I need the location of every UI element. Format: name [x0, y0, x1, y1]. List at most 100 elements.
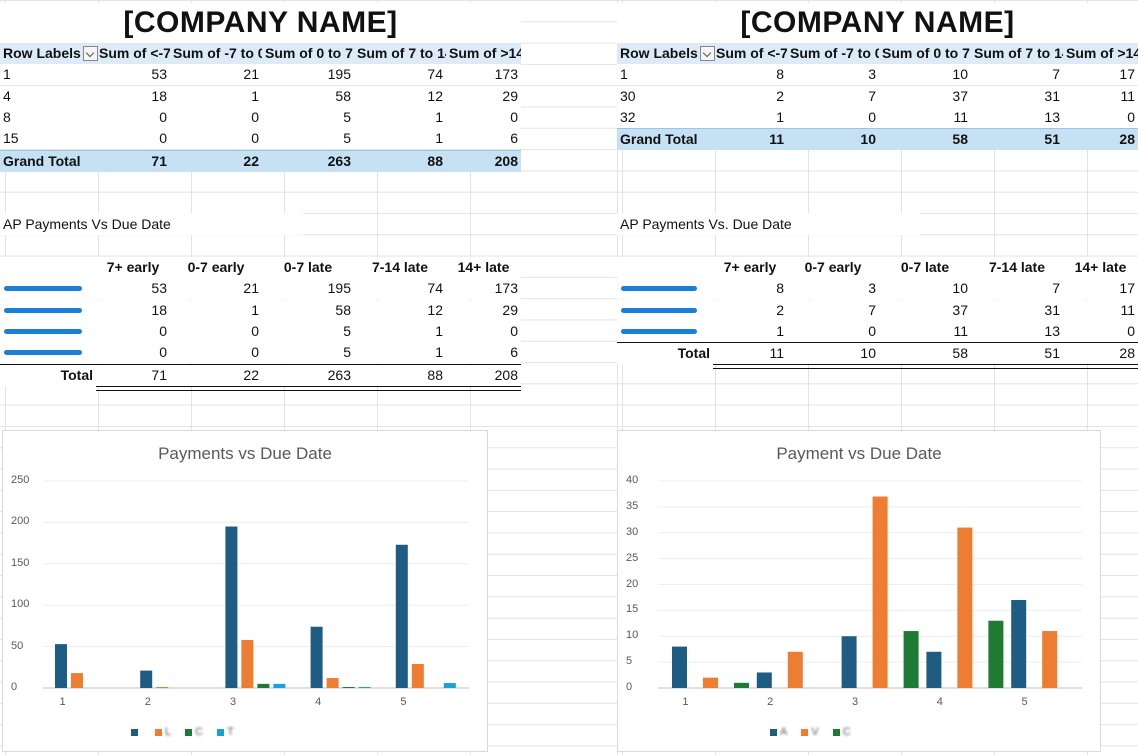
legend-swatch [217, 728, 225, 736]
summary-header-cell: 7+ early [723, 259, 777, 275]
pivot-header-cell: Sum of -7 to 0 [173, 45, 262, 61]
pivot-cell: 7 [1052, 66, 1060, 83]
x-tick-label: 1 [59, 696, 66, 708]
pivot-cell: 32 [620, 108, 636, 125]
summary-cell: 8 [776, 280, 784, 297]
payments-vs-due-date-chart[interactable]: Payments vs Due Date 0 50 100 150 200 250 1 2 3 4 5… [2, 430, 488, 752]
pivot-cell: 1 [776, 108, 784, 125]
redacted-label-mark [4, 286, 82, 292]
pivot-cell: 208 [494, 152, 518, 169]
pivot-row: 4 18 1 58 12 29 [0, 85, 521, 107]
summary-header-cell: 0-7 early [804, 259, 862, 275]
pivot-cell: 22 [243, 152, 259, 169]
y-tick-label: 150 [11, 556, 30, 569]
pivot-cell: 37 [952, 87, 968, 104]
pivot-header-cell[interactable]: Row Labels [0, 43, 98, 64]
legend-item [131, 726, 141, 738]
bar-series-3-cat-4 [988, 620, 1004, 688]
pivot-cell: 5 [343, 130, 351, 147]
bar-series-1-cat-4 [310, 626, 323, 688]
bar-series-2-cat-3 [872, 496, 888, 688]
bar-series-3-cat-4 [342, 687, 355, 688]
summary-cell: 11 [1120, 301, 1135, 318]
summary-cell: 1 [435, 344, 443, 361]
pivot-header-cell[interactable]: Row Labels [617, 43, 715, 64]
pivot-cell: 8 [776, 66, 784, 83]
legend-label: C [195, 726, 204, 738]
row-labels-filter-dropdown-icon[interactable] [699, 45, 715, 61]
legend-item: C [832, 726, 851, 738]
y-tick-label: 15 [626, 603, 639, 616]
summary-cell: 12 [427, 301, 443, 318]
legend-label: A [780, 726, 788, 738]
pivot-cell: 58 [952, 131, 968, 148]
pivot-cell: 13 [1044, 108, 1060, 125]
summary-row: 53 21 195 74 173 [0, 278, 521, 300]
y-tick-label: 5 [626, 655, 633, 668]
x-tick-label: 5 [400, 696, 407, 708]
legend-swatch [801, 728, 809, 736]
bar-series-2-cat-2 [156, 687, 169, 688]
y-tick-label: 0 [626, 681, 633, 693]
pivot-cell: 11 [953, 108, 968, 125]
pivot-cell: 58 [335, 87, 351, 104]
summary-cell: 10 [952, 280, 968, 297]
x-tick-label: 4 [315, 696, 322, 708]
redacted-label-mark [4, 307, 82, 313]
summary-cell: 13 [1044, 322, 1060, 339]
pivot-cell: 53 [151, 66, 167, 83]
pivot-cell: 1 [620, 66, 628, 83]
pivot-cell: 173 [494, 66, 518, 83]
summary-row: 1 0 11 13 0 [617, 320, 1138, 342]
legend-label: C [842, 726, 851, 738]
summary-row: Total 11 10 58 51 28 [617, 342, 1138, 365]
pivot-cell: 1 [251, 87, 259, 104]
pivot-cell: 195 [327, 66, 351, 83]
row-labels-filter-dropdown-icon[interactable] [82, 45, 98, 61]
bar-series-2-cat-4 [326, 678, 339, 688]
summary-cell: 17 [1119, 280, 1135, 297]
pivot-cell: 5 [343, 108, 351, 125]
summary-cell: 1 [251, 301, 259, 318]
summary-cell: 0 [159, 322, 167, 339]
chart-plot-area [43, 480, 469, 689]
bar-series-2-cat-2 [787, 651, 803, 688]
y-tick-label: 35 [626, 499, 639, 512]
pivot-cell: 15 [3, 130, 19, 147]
pivot-cell: 0 [159, 108, 167, 125]
summary-cell: 0 [251, 322, 259, 339]
summary-row: Total 71 22 263 88 208 [0, 363, 521, 386]
pivot-header-cell: Sum of 0 to 7 [882, 45, 970, 61]
y-tick-label: 40 [626, 474, 639, 486]
summary-cell: 51 [1044, 345, 1060, 362]
legend-item: C [185, 726, 203, 738]
summary-row: 2 7 37 31 11 [617, 299, 1138, 321]
pivot-cell: 12 [427, 87, 443, 104]
payments-vs-due-date-chart[interactable]: Payment vs Due Date 0 5 10 15 20 25 30 35 40 1 2 3 4 5… [617, 430, 1101, 752]
bar-series-1-cat-2 [756, 672, 772, 688]
summary-row: 0 0 5 1 6 [0, 342, 521, 364]
y-tick-label: 100 [11, 598, 30, 611]
summary-cell: 18 [151, 301, 167, 318]
summary-cell: 71 [151, 366, 167, 383]
pivot-cell: 10 [860, 131, 876, 148]
bar-series-2-cat-1 [71, 673, 83, 688]
summary-header-cell: 7-14 late [371, 259, 429, 275]
summary-cell: 0 [1127, 322, 1135, 339]
pivot-cell: 8 [3, 108, 11, 125]
total-double-underline [96, 385, 521, 391]
pivot-cell: 51 [1044, 131, 1060, 148]
bar-series-1-cat-5 [395, 544, 408, 688]
y-tick-label: 10 [626, 629, 639, 642]
summary-row: 7+ early 0-7 early 0-7 late 7-14 late 14+ la… [617, 257, 1138, 279]
summary-cell: Total [60, 366, 93, 383]
pivot-cell: 17 [1119, 66, 1135, 83]
summary-title: AP Payments Vs Due Date [0, 213, 303, 235]
summary-cell: 1 [435, 322, 443, 339]
pivot-row: Row Labels Sum of <-7 Sum of -7 to 0 Sum of… [0, 43, 521, 65]
x-tick-label: 3 [229, 696, 237, 708]
pivot-cell: 88 [427, 152, 443, 169]
pivot-cell: Grand Total [620, 131, 698, 148]
